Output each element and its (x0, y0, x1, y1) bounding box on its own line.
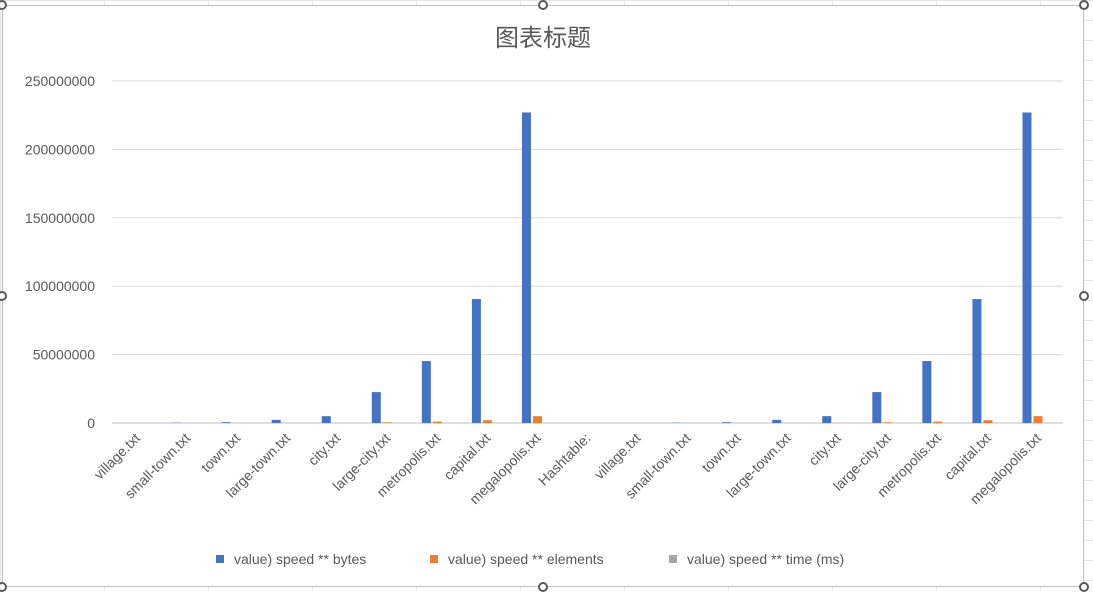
bar-1-4[interactable] (272, 420, 281, 423)
resize-handle-top-right[interactable] (1079, 0, 1089, 10)
bar-1-5[interactable] (322, 416, 331, 423)
bar-1-7[interactable] (422, 361, 431, 423)
x-tick-label: town.txt (698, 430, 744, 476)
bar-1-17[interactable] (922, 361, 931, 423)
y-tick-label: 100000000 (25, 278, 95, 294)
bar-1-19[interactable] (1022, 112, 1031, 423)
bar-2-16[interactable] (883, 422, 892, 423)
y-tick-label: 50000000 (33, 347, 96, 363)
bar-1-8[interactable] (472, 299, 481, 423)
bar-1-13[interactable] (722, 422, 731, 423)
bar-2-17[interactable] (933, 422, 942, 423)
y-tick-label: 0 (87, 415, 95, 431)
bar-2-18[interactable] (983, 420, 992, 423)
chart-title[interactable]: 图表标题 (495, 25, 591, 52)
resize-handle-middle-right[interactable] (1079, 291, 1089, 301)
x-tick-label: capital.txt (440, 430, 493, 483)
x-tick-label: capital.txt (941, 430, 994, 483)
bar-1-9[interactable] (522, 112, 531, 423)
bar-1-6[interactable] (372, 392, 381, 423)
resize-handle-top-middle[interactable] (538, 0, 548, 10)
gridlines (112, 81, 1063, 423)
legend-swatch-2 (430, 555, 438, 563)
x-tick-label: Hashtable: (535, 430, 594, 489)
bar-2-9[interactable] (533, 416, 542, 423)
x-tick-label: city.txt (805, 430, 844, 469)
bar-1-16[interactable] (872, 392, 881, 423)
bar-1-15[interactable] (822, 416, 831, 423)
x-tick-label: town.txt (198, 430, 244, 476)
bar-1-14[interactable] (772, 420, 781, 423)
x-tick-label: village.txt (91, 430, 144, 483)
legend-swatch-3 (669, 555, 677, 563)
bar-2-7[interactable] (433, 422, 442, 423)
legend[interactable]: value) speed ** bytes value) speed ** ele… (216, 551, 844, 567)
bar-1-18[interactable] (972, 299, 981, 423)
x-tick-label: city.txt (305, 430, 344, 469)
y-tick-label: 200000000 (25, 141, 95, 157)
bar-1-3[interactable] (222, 422, 231, 423)
x-tick-label: village.txt (591, 430, 644, 483)
bar-2-8[interactable] (483, 420, 492, 423)
legend-swatch-1 (216, 555, 224, 563)
legend-label-1: value) speed ** bytes (234, 551, 366, 567)
legend-label-3: value) speed ** time (ms) (687, 551, 844, 567)
y-tick-label: 250000000 (25, 73, 95, 89)
bar-2-19[interactable] (1033, 416, 1042, 423)
y-tick-label: 150000000 (25, 210, 95, 226)
bars (122, 112, 1054, 423)
bar-2-6[interactable] (383, 422, 392, 423)
y-axis-ticks: 0 50000000 100000000 150000000 200000000 2500… (25, 73, 95, 431)
legend-label-2: value) speed ** elements (448, 551, 604, 567)
